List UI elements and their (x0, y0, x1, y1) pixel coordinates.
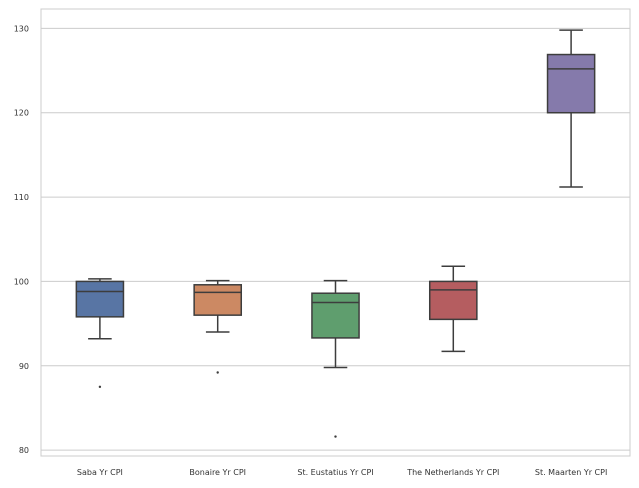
y-axis: 80 90 100 110 120 130 (14, 24, 29, 455)
box-2 (193, 279, 243, 374)
x-axis: Saba Yr CPI Bonaire Yr CPI St. Eustatius Y… (77, 468, 607, 477)
x-tick-label: St. Eustatius Yr CPI (297, 468, 373, 477)
x-tick-label: St. Maarten Yr CPI (535, 468, 607, 477)
outlier-point (98, 385, 102, 389)
y-tick-label: 130 (14, 24, 29, 33)
x-tick-label: Saba Yr CPI (77, 468, 123, 477)
outlier-point (216, 371, 219, 374)
iqr-box (311, 292, 360, 339)
iqr-box (75, 280, 125, 318)
iqr-box (546, 53, 596, 114)
x-tick-label: The Netherlands Yr CPI (406, 468, 499, 477)
box-1 (75, 278, 125, 389)
y-tick-label: 120 (14, 109, 29, 118)
box-5 (546, 29, 596, 188)
outlier-point (334, 435, 337, 438)
x-tick-label: Bonaire Yr CPI (189, 468, 246, 477)
iqr-box (193, 284, 243, 316)
y-tick-label: 100 (14, 277, 29, 286)
box-4 (428, 265, 478, 353)
box-3 (311, 279, 360, 438)
boxes (75, 29, 596, 438)
plot-area (40, 8, 631, 457)
y-tick-label: 80 (19, 446, 29, 455)
iqr-box (428, 280, 478, 321)
y-tick-label: 90 (19, 362, 29, 371)
y-tick-label: 110 (14, 193, 29, 202)
